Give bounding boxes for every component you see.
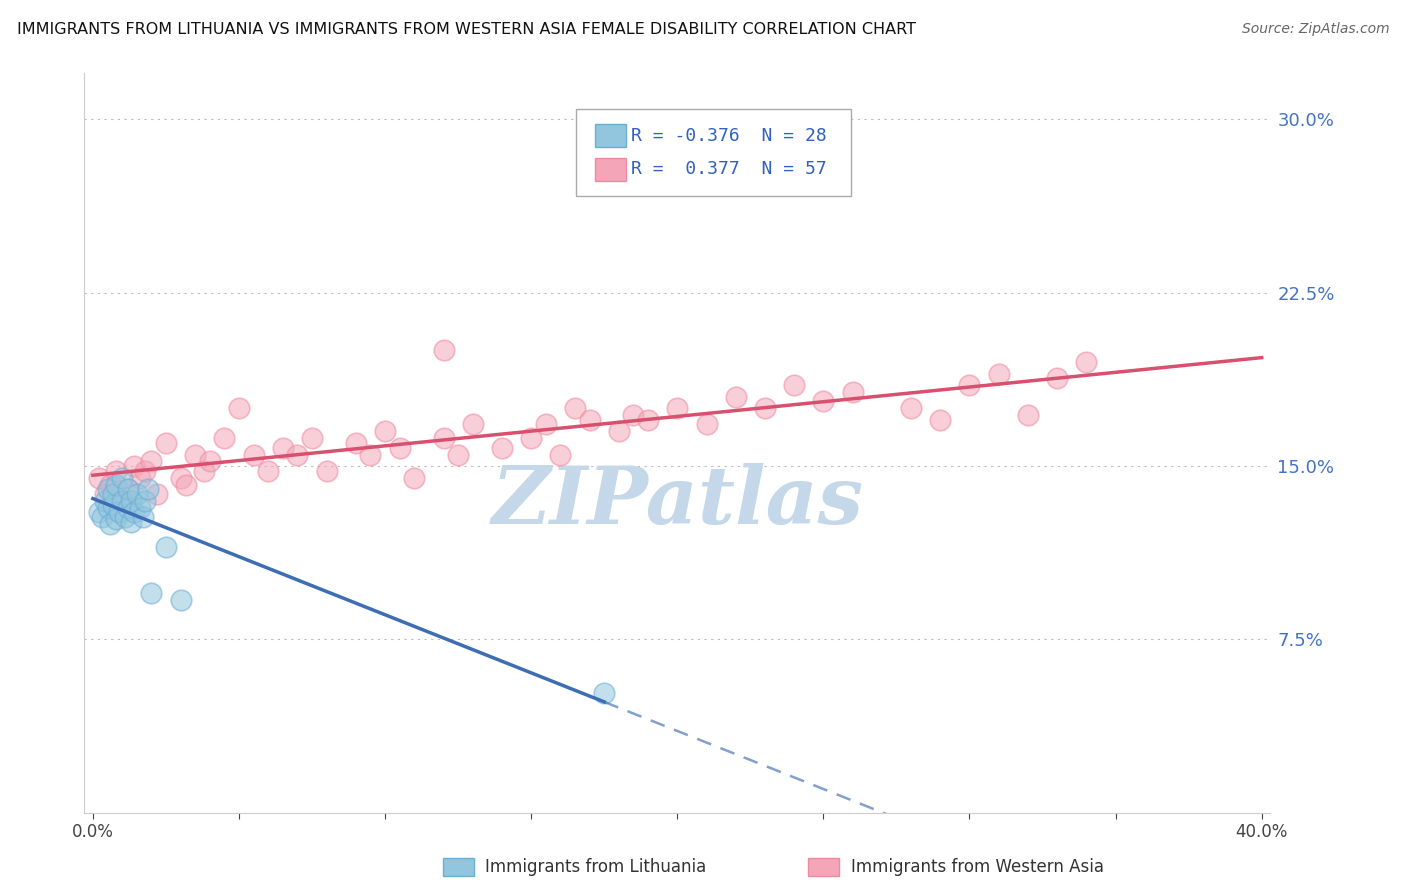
Point [111,493,134,508]
Point [128,470,150,484]
Text: Immigrants from Lithuania: Immigrants from Lithuania [485,858,706,876]
Point [287,448,309,462]
Point [214,431,236,445]
Point [105,477,128,491]
Point [623,408,645,422]
Point [117,482,139,496]
Point [114,510,136,524]
Point [959,378,981,392]
Point [228,401,250,416]
Point [607,425,630,439]
Text: Immigrants from Western Asia: Immigrants from Western Asia [851,858,1104,876]
Text: Source: ZipAtlas.com: Source: ZipAtlas.com [1241,22,1389,37]
Point [169,593,191,607]
Point [315,464,337,478]
Point [447,448,470,462]
Point [120,493,142,508]
Point [1017,408,1039,422]
Point [593,686,616,700]
Point [169,470,191,484]
Point [105,464,128,478]
Point [724,390,747,404]
Y-axis label: Female Disability: Female Disability [0,372,8,514]
Point [103,487,125,501]
Point [120,515,142,529]
Point [146,487,169,501]
Point [900,401,922,416]
Text: R =  0.377  N = 57: R = 0.377 N = 57 [631,161,827,178]
Point [122,505,145,519]
Point [550,448,572,462]
Point [108,505,131,519]
Point [93,493,115,508]
Point [122,458,145,473]
Point [432,431,454,445]
Point [461,417,484,432]
Point [138,482,160,496]
Point [117,500,139,515]
Point [754,401,776,416]
Point [100,477,122,491]
Point [141,454,163,468]
Point [176,477,198,491]
Point [96,500,118,515]
Point [100,516,122,531]
Point [301,431,323,445]
Point [520,431,543,445]
Point [491,441,513,455]
Point [96,482,118,496]
Point [93,487,115,501]
Point [666,401,689,416]
Point [1046,371,1069,385]
Point [1076,355,1098,369]
Point [131,510,153,524]
Point [987,367,1010,381]
Point [90,510,112,524]
Point [111,470,134,484]
Point [271,441,294,455]
Point [155,436,177,450]
Point [128,500,150,515]
Point [695,417,717,432]
Point [184,448,207,462]
Point [103,499,125,513]
Text: R = -0.376  N = 28: R = -0.376 N = 28 [631,127,827,145]
Point [404,470,426,484]
Point [134,464,156,478]
Point [374,425,396,439]
Point [564,401,586,416]
Point [637,413,659,427]
Point [87,470,110,484]
Point [534,417,557,432]
Point [813,394,835,409]
Point [193,464,215,478]
Point [578,413,600,427]
Point [841,385,863,400]
Point [155,540,177,554]
Point [432,343,454,358]
Text: ZIPatlas: ZIPatlas [491,463,863,541]
Point [87,505,110,519]
Point [257,464,280,478]
Point [783,378,806,392]
Point [125,487,148,501]
Point [929,413,952,427]
Point [359,448,381,462]
Point [198,454,221,468]
Point [111,493,134,508]
Point [105,512,128,526]
Point [134,493,156,508]
Text: IMMIGRANTS FROM LITHUANIA VS IMMIGRANTS FROM WESTERN ASIA FEMALE DISABILITY CORR: IMMIGRANTS FROM LITHUANIA VS IMMIGRANTS … [17,22,915,37]
Point [117,482,139,496]
Point [344,436,367,450]
Point [141,586,163,600]
Point [242,448,264,462]
Point [388,441,411,455]
